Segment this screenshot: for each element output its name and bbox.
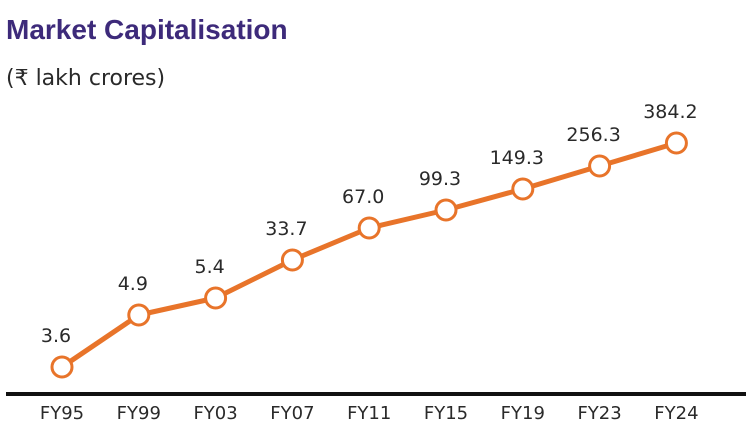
- x-tick-label-fy11: FY11: [347, 403, 391, 424]
- x-tick-label-fy03: FY03: [193, 403, 237, 424]
- x-tick-label-fy07: FY07: [270, 403, 314, 424]
- chart-subtitle: (₹ lakh crores): [6, 66, 166, 91]
- data-label-fy19: 149.3: [490, 147, 544, 169]
- data-label-fy07: 33.7: [265, 218, 307, 240]
- data-label-fy23: 256.3: [566, 124, 620, 146]
- x-tick-label-fy19: FY19: [501, 403, 545, 424]
- x-tick-label-fy95: FY95: [40, 403, 84, 424]
- data-label-fy24: 384.2: [643, 101, 697, 123]
- x-tick-label-fy99: FY99: [117, 403, 161, 424]
- data-point-fy24: [664, 131, 688, 155]
- data-label-fy03: 5.4: [194, 256, 224, 278]
- data-label-fy15: 99.3: [419, 168, 461, 190]
- plot-area: 3.6 FY95 4.9 FY99 5.4 FY03 33.7 FY07 67.0 FY11 99.…: [6, 101, 746, 424]
- data-point-fy03: [204, 286, 228, 310]
- data-point-fy99: [127, 303, 151, 327]
- x-tick-label-fy24: FY24: [654, 403, 698, 424]
- data-label-fy99: 4.9: [118, 273, 148, 295]
- data-point-fy95: [50, 355, 74, 379]
- series-line: [59, 140, 679, 370]
- data-point-fy19: [511, 177, 535, 201]
- data-point-fy23: [588, 154, 612, 178]
- chart-title: Market Capitalisation: [6, 14, 288, 45]
- data-label-fy11: 67.0: [342, 186, 384, 208]
- x-tick-label-fy23: FY23: [577, 403, 621, 424]
- data-point-fy15: [434, 198, 458, 222]
- data-label-fy95: 3.6: [41, 325, 71, 347]
- data-point-fy11: [357, 216, 381, 240]
- x-tick-label-fy15: FY15: [424, 403, 468, 424]
- data-point-fy07: [280, 248, 304, 272]
